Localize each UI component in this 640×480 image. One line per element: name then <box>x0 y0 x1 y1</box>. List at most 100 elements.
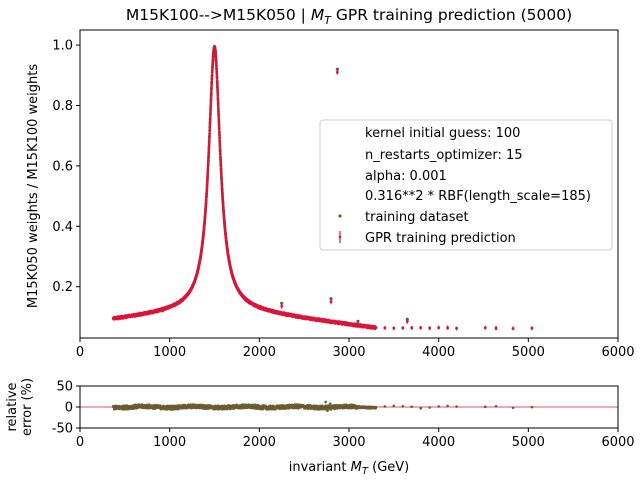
prediction-point <box>208 128 212 131</box>
prediction-point <box>220 179 223 183</box>
prediction-point <box>216 93 220 97</box>
prediction-point <box>214 55 218 59</box>
prediction-point <box>207 152 211 156</box>
prediction-point <box>392 327 396 330</box>
prediction-point <box>437 326 440 329</box>
prediction-point <box>209 115 212 118</box>
prediction-point <box>220 177 223 180</box>
prediction-point <box>206 170 210 174</box>
prediction-point <box>207 143 211 146</box>
prediction-point <box>210 80 214 83</box>
prediction-point <box>219 158 222 161</box>
prediction-point <box>428 327 432 330</box>
prediction-point <box>203 220 206 224</box>
prediction-point <box>220 175 223 178</box>
prediction-point <box>218 148 222 152</box>
prediction-point <box>216 91 219 94</box>
prediction-point <box>217 113 220 117</box>
prediction-point <box>217 126 221 130</box>
prediction-point <box>217 119 221 123</box>
prediction-outlier-point <box>329 300 333 304</box>
prediction-point <box>401 326 405 330</box>
main-x-tick-label: 2000 <box>243 345 276 360</box>
prediction-point <box>209 96 213 100</box>
prediction-point <box>215 71 219 75</box>
prediction-point <box>207 147 211 150</box>
prediction-outlier-point <box>335 70 339 74</box>
prediction-point <box>209 112 212 116</box>
ratio-data-layer <box>80 400 618 413</box>
training-outlier-point <box>356 319 360 323</box>
main-y-tick-label: 0.4 <box>52 220 73 235</box>
prediction-point <box>219 169 223 173</box>
prediction-point <box>207 140 211 144</box>
prediction-point <box>209 109 212 113</box>
title-variable-subscript: T <box>324 14 332 27</box>
prediction-point <box>203 214 207 217</box>
prediction-point <box>209 102 213 105</box>
prediction-point <box>494 326 498 330</box>
prediction-outlier-point <box>405 319 409 323</box>
prediction-point <box>216 83 219 86</box>
legend: kernel initial guess: 100 n_restarts_opt… <box>319 119 613 251</box>
prediction-point <box>217 124 221 128</box>
prediction-point <box>455 327 458 330</box>
prediction-point <box>206 167 210 171</box>
prediction-point <box>220 188 224 192</box>
main-plot: 0 1000 2000 3000 4000 5000 6000 0.2 0.4 0.6 0.8 1.… <box>26 29 635 360</box>
prediction-point <box>215 76 219 79</box>
main-data-layer <box>111 44 534 331</box>
main-x-tick-label: 5000 <box>512 345 545 360</box>
prediction-point <box>205 188 209 191</box>
main-x-tick-label: 4000 <box>422 345 455 360</box>
main-y-tick-label: 0.2 <box>52 280 73 295</box>
prediction-point <box>217 122 221 125</box>
prediction-point <box>209 106 212 110</box>
main-x-tick-label: 6000 <box>601 345 634 360</box>
prediction-point <box>209 94 213 97</box>
prediction-point <box>211 61 215 64</box>
prediction-point <box>207 149 211 152</box>
prediction-point <box>374 326 378 329</box>
prediction-point <box>217 129 221 133</box>
prediction-point <box>208 117 212 121</box>
prediction-point <box>210 87 213 90</box>
prediction-point <box>210 73 214 76</box>
legend-marker-training <box>338 214 342 218</box>
main-x-tick-label: 3000 <box>332 345 365 360</box>
prediction-point <box>219 153 222 157</box>
prediction-point <box>222 207 225 210</box>
main-x-tick-label: 1000 <box>153 345 186 360</box>
legend-training-label: training dataset <box>365 210 469 225</box>
prediction-point <box>208 135 211 139</box>
prediction-point <box>216 98 220 101</box>
prediction-point <box>208 125 212 128</box>
main-y-axis-label: M15K050 weights / M15K100 weights <box>26 64 41 309</box>
prediction-point <box>209 98 213 102</box>
prediction-point <box>218 139 221 143</box>
prediction-point <box>218 131 221 135</box>
prediction-point <box>530 327 534 330</box>
prediction-point <box>208 132 211 136</box>
prediction-point <box>221 195 224 199</box>
prediction-point <box>219 167 223 171</box>
title-suffix: GPR training prediction (5000) <box>331 6 572 24</box>
prediction-point <box>446 326 449 329</box>
prediction-point <box>204 198 208 202</box>
prediction-point <box>204 208 207 211</box>
prediction-point <box>216 101 220 104</box>
title-variable: M <box>311 6 324 24</box>
prediction-point <box>210 77 214 81</box>
prediction-point <box>218 134 221 137</box>
prediction-point <box>221 192 224 196</box>
prediction-point <box>215 67 218 71</box>
prediction-point <box>210 83 213 87</box>
main-x-ticks: 0 1000 2000 3000 4000 5000 6000 <box>76 338 635 360</box>
prediction-point <box>216 88 219 91</box>
main-y-ticks: 0.2 0.4 0.6 0.8 1.0 <box>52 39 80 295</box>
legend-kernel-guess: kernel initial guess: 100 <box>365 126 520 141</box>
prediction-point <box>483 326 487 330</box>
prediction-point <box>216 86 219 89</box>
prediction-point <box>205 182 209 186</box>
